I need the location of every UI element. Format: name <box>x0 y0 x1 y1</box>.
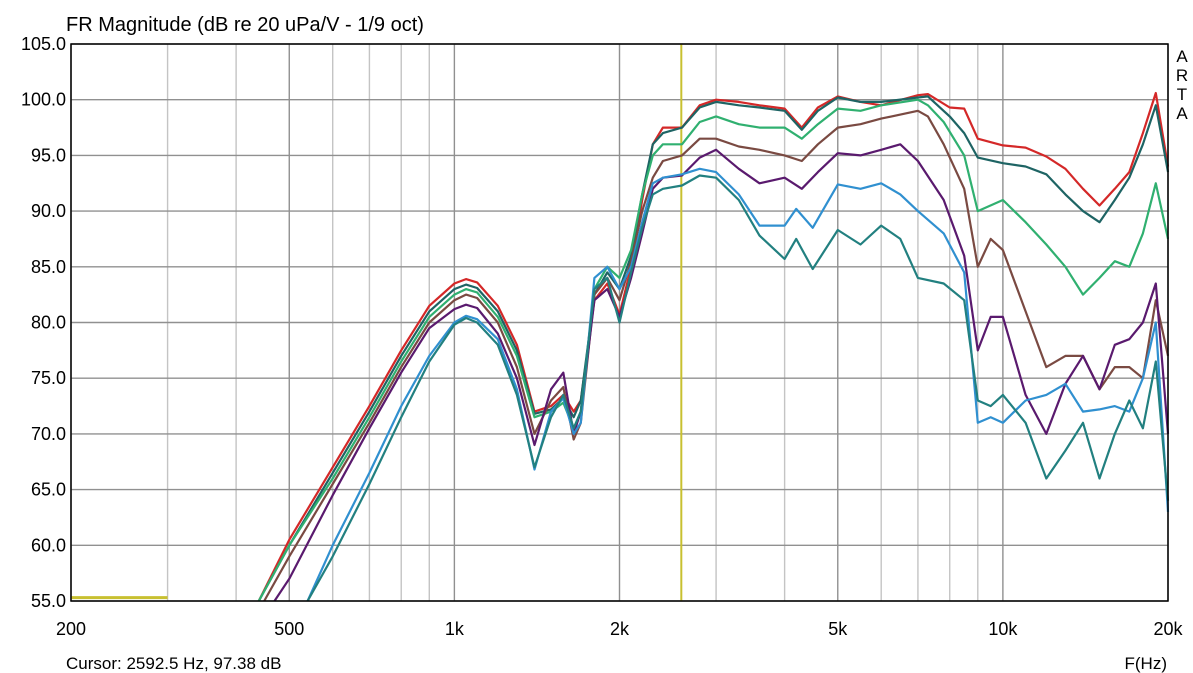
x-tick-label: 2k <box>610 619 630 639</box>
markers <box>71 44 683 601</box>
y-tick-label: 60.0 <box>31 535 66 555</box>
series-line-4 <box>263 109 1170 602</box>
series-line-1 <box>257 91 1170 602</box>
plot-frame <box>70 43 1169 602</box>
x-tick-label: 1k <box>445 619 465 639</box>
x-tick-label: 200 <box>56 619 86 639</box>
cursor-readout: Cursor: 2592.5 Hz, 97.38 dB <box>66 654 281 673</box>
series-line-2 <box>257 95 1170 602</box>
series-line-3 <box>257 98 1170 602</box>
y-tick-label: 105.0 <box>21 34 66 54</box>
y-tick-label: 65.0 <box>31 480 66 500</box>
y-tick-label: 70.0 <box>31 424 66 444</box>
y-tick-label: 95.0 <box>31 145 66 165</box>
y-tick-label: 85.0 <box>31 257 66 277</box>
x-tick-label: 500 <box>274 619 304 639</box>
x-tick-label: 10k <box>988 619 1018 639</box>
y-tick-label: 100.0 <box>21 90 66 110</box>
tick-labels: 200 500 1k 2k 5k 10k 20k 55.0 60.0 65.0 70.0 75.0 80… <box>21 34 1184 639</box>
x-axis-label: F(Hz) <box>1125 654 1167 673</box>
y-tick-label: 75.0 <box>31 368 66 388</box>
y-tick-label: 55.0 <box>31 591 66 611</box>
series-line-7 <box>306 174 1170 602</box>
series-line-5 <box>273 143 1170 602</box>
y-tick-label: 90.0 <box>31 201 66 221</box>
x-tick-label: 20k <box>1153 619 1183 639</box>
x-tick-label: 5k <box>828 619 848 639</box>
chart-title: FR Magnitude (dB re 20 uPa/V - 1/9 oct) <box>66 14 424 36</box>
y-tick-label: 80.0 <box>31 313 66 333</box>
series-lines <box>257 91 1170 602</box>
series-line-6 <box>306 167 1170 602</box>
